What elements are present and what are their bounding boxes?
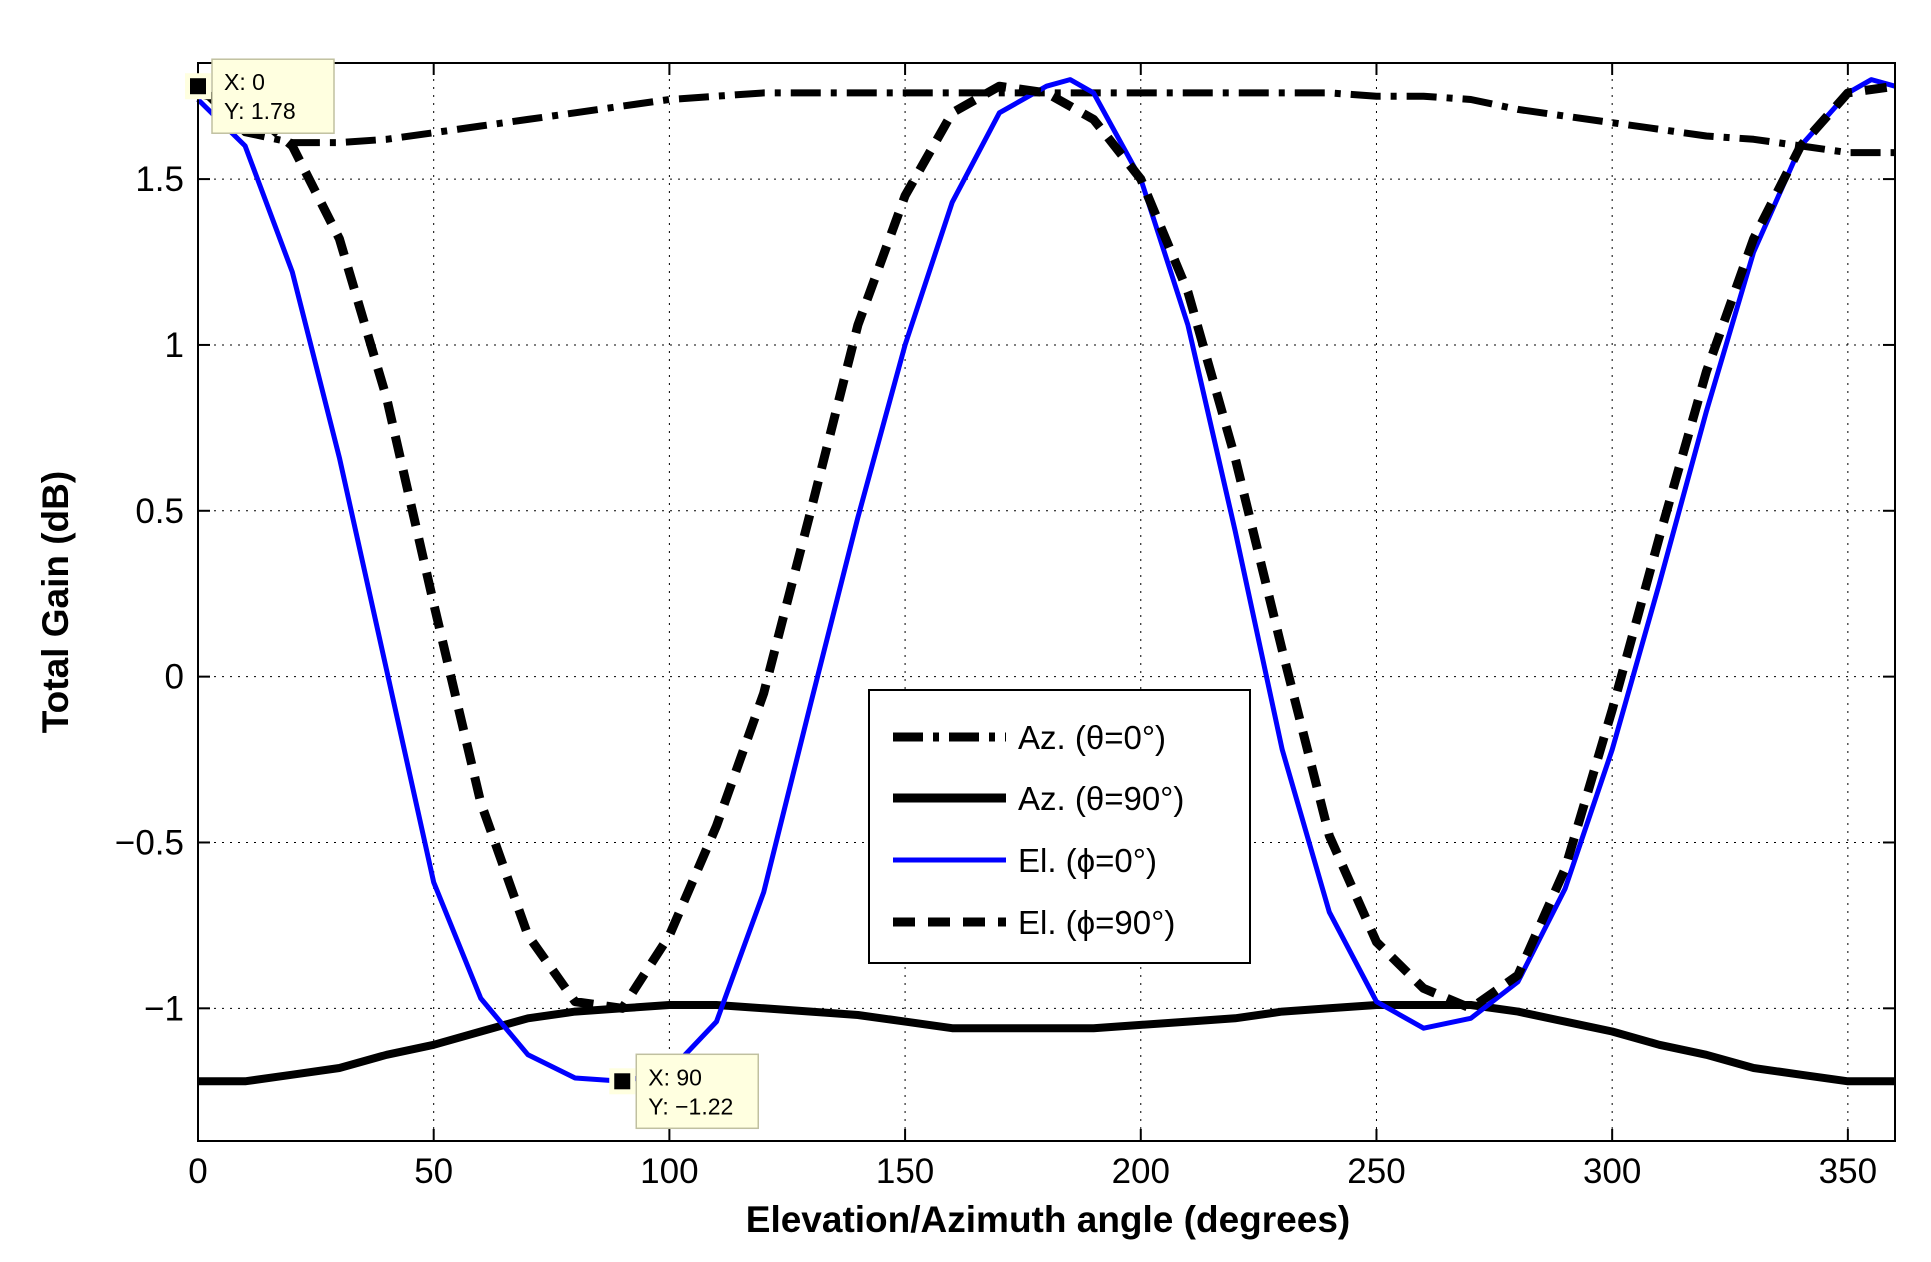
legend-label-el-phi0: El. (ϕ=0°) <box>1018 842 1157 879</box>
ticks <box>197 63 1895 1141</box>
y-tick-label: −0.5 <box>115 823 184 862</box>
y-tick-label: −1 <box>144 989 184 1028</box>
y-axis-title: Total Gain (dB) <box>35 471 76 733</box>
x-tick-label: 0 <box>188 1152 207 1191</box>
data-tip-marker <box>614 1073 631 1090</box>
data-tip-x: X: 0 <box>224 69 265 95</box>
series-el-phi90 <box>196 81 1896 1013</box>
legend-label-el-phi90: El. (ϕ=90°) <box>1018 904 1175 941</box>
plot-area <box>198 63 1895 1141</box>
x-tick-label: 250 <box>1347 1152 1405 1191</box>
series-az-theta0 <box>195 83 1895 157</box>
y-tick-label: 1.5 <box>135 160 184 199</box>
data-tip-box <box>211 58 335 134</box>
y-tick-label: 1 <box>165 326 184 365</box>
legend-label-az-theta0: Az. (θ=0°) <box>1018 719 1166 756</box>
x-tick-label: 50 <box>414 1152 453 1191</box>
data-tip-box <box>635 1053 759 1130</box>
data-tip-marker <box>190 78 206 95</box>
data-tip-y: Y: −1.22 <box>648 1093 733 1119</box>
legend-label-az-theta90: Az. (θ=90°) <box>1018 780 1184 817</box>
x-tick-label: 200 <box>1112 1152 1170 1191</box>
data-tip-x: X: 90 <box>648 1064 702 1090</box>
y-tick-label: 0.5 <box>135 492 184 531</box>
plot-frame <box>197 62 1896 1142</box>
y-tick-label: 0 <box>165 658 184 697</box>
x-tick-label: 300 <box>1583 1152 1641 1191</box>
x-tick-label: 350 <box>1819 1152 1877 1191</box>
tick-labels: 0 50 100 150 200 250 300 350 −1 −0.5 0 0.5 1 1.5 <box>115 160 1877 1191</box>
x-axis-title: Elevation/Azimuth angle (degrees) <box>746 1199 1350 1240</box>
x-tick-label: 150 <box>876 1152 934 1191</box>
series-el-phi0 <box>196 77 1896 1084</box>
data-tip-y: Y: 1.78 <box>224 98 296 124</box>
x-tick-label: 100 <box>640 1152 698 1191</box>
legend: Az. (θ=0°) Az. (θ=90°) El. (ϕ=0°) El. (ϕ… <box>868 689 1251 964</box>
series-az-theta90 <box>198 1001 1895 1086</box>
data-tips: X: 0 Y: 1.78 X: 90 Y: −1.22 <box>185 58 759 1130</box>
series-layer <box>195 77 1896 1086</box>
